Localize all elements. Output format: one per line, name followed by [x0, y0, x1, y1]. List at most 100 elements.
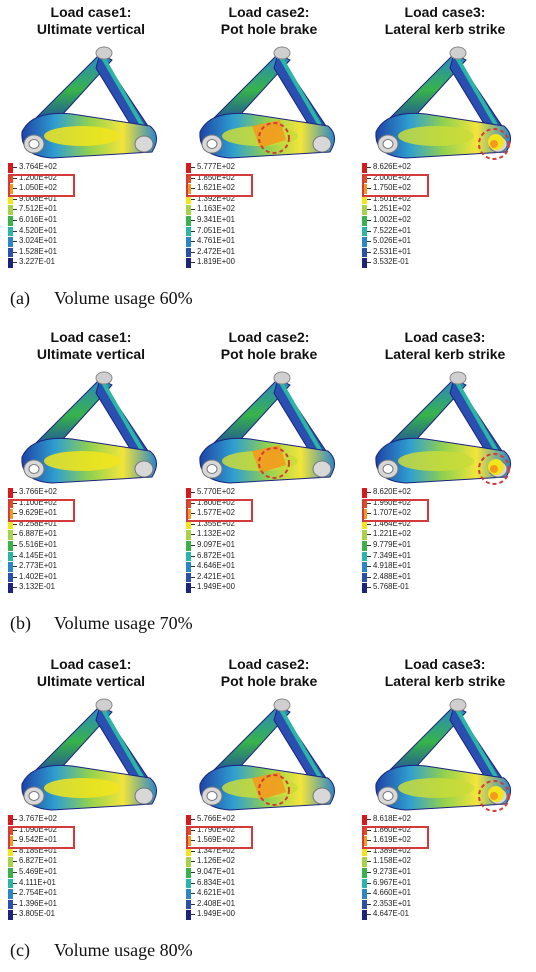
- legend-swatch: [362, 899, 367, 910]
- legend-value: 1.750E+02: [373, 183, 411, 193]
- load-case-name: Load case2:: [228, 4, 310, 20]
- legend-value: 4.621E+01: [197, 888, 235, 898]
- legend-tick: [191, 903, 195, 905]
- legend-value: 6.872E+01: [197, 550, 235, 560]
- load-case-description: Ultimate vertical: [36, 673, 146, 689]
- legend-swatch: [186, 226, 191, 237]
- legend-tick: [13, 861, 17, 863]
- legend-value: 9.008E+01: [19, 193, 57, 203]
- stress-legend: 8.626E+02 2.000E+02 1.750E+02 1.501E+02 1.25…: [362, 162, 482, 268]
- legend-value: 1.949E+00: [197, 582, 235, 592]
- legend-tick: [13, 198, 17, 200]
- legend-entry: 5.768E-01: [362, 582, 482, 593]
- load-case-description: Lateral kerb strike: [384, 673, 506, 689]
- caption-label: (a): [10, 288, 30, 308]
- legend-entry: 4.660E+01: [362, 888, 482, 899]
- legend-swatch: [362, 509, 367, 519]
- legend-entry: 9.008E+01: [8, 194, 128, 205]
- legend-swatch: [186, 173, 191, 184]
- legend-entry: 4.145E+01: [8, 551, 128, 562]
- legend-entry: 9.273E+01: [362, 867, 482, 878]
- legend-swatch: [186, 194, 191, 205]
- load-case-panel: Load case2: Pot hole brake 5.777E+02 1.850E…: [180, 4, 358, 284]
- hotspot-core: [490, 140, 498, 148]
- legend-entry: 5.777E+02: [186, 162, 306, 173]
- load-case-name: Load case1:: [50, 329, 132, 345]
- legend-entry: 4.646E+01: [186, 561, 306, 572]
- stress-contour-plot: [375, 698, 511, 812]
- top-pivot: [273, 698, 291, 712]
- stress-legend: 3.767E+02 1.090E+02 9.542E+01 8.185E+01 6.82…: [8, 814, 128, 920]
- legend-value: 2.754E+01: [19, 888, 57, 898]
- legend-value: 6.016E+01: [19, 214, 57, 224]
- stress-contour-plot: [199, 371, 335, 484]
- legend-value: 2.421E+01: [197, 571, 235, 581]
- legend-swatch: [186, 910, 191, 920]
- legend-swatch: [362, 226, 367, 237]
- legend-value: 1.464E+02: [373, 518, 411, 528]
- legend-tick: [367, 914, 371, 916]
- stress-legend: 8.620E+02 1.950E+02 1.707E+02 1.464E+02 1.22…: [362, 487, 482, 593]
- legend-swatch: [8, 226, 13, 237]
- legend-entry: 1.221E+02: [362, 529, 482, 540]
- load-case-name: Load case1:: [50, 4, 132, 20]
- right-pivot: [134, 460, 154, 478]
- legend-value: 2.000E+02: [373, 172, 411, 182]
- legend-tick: [13, 840, 17, 842]
- legend-entry: 6.834E+01: [186, 878, 306, 889]
- legend-swatch: [362, 846, 367, 857]
- legend-tick: [367, 177, 371, 179]
- highlight-box: [8, 498, 75, 522]
- load-case-panel: Load case3: Lateral kerb strike 8.620E+02 1…: [356, 329, 534, 609]
- body-highlight: [44, 126, 120, 146]
- legend-tick: [191, 544, 195, 546]
- legend-tick: [367, 576, 371, 578]
- hotspot-core: [490, 465, 498, 473]
- body-highlight: [44, 451, 120, 471]
- legend-swatch: [186, 215, 191, 226]
- legend-swatch: [8, 258, 13, 268]
- hotspot-core: [490, 792, 498, 800]
- legend-entry: 2.353E+01: [362, 899, 482, 910]
- right-pivot: [312, 460, 332, 478]
- legend-entry: 5.469E+01: [8, 867, 128, 878]
- legend-swatch: [8, 846, 13, 857]
- hotspot: [252, 120, 286, 148]
- top-pivot: [273, 371, 291, 385]
- legend-value: 7.349E+01: [373, 550, 411, 560]
- legend-entry: 9.542E+01: [8, 835, 128, 846]
- stress-contour-plot: [199, 46, 335, 159]
- stress-contour-plot: [375, 371, 511, 485]
- legend-tick: [367, 241, 371, 243]
- legend-tick: [191, 882, 195, 884]
- legend-tick: [191, 914, 195, 916]
- legend-tick: [367, 903, 371, 905]
- legend-value: 4.111E+01: [19, 877, 56, 887]
- hotspot-circle: [258, 122, 290, 154]
- legend-entry: 9.097E+01: [186, 540, 306, 551]
- load-case-title: Load case1: Ultimate vertical: [2, 329, 180, 363]
- left-pivot-hole: [206, 139, 218, 149]
- legend-swatch: [362, 173, 367, 184]
- legend-tick: [367, 502, 371, 504]
- legend-tick: [191, 566, 195, 568]
- legend-tick: [367, 861, 371, 863]
- top-pivot: [95, 371, 113, 385]
- legend-value: 9.047E+01: [197, 866, 235, 876]
- legend-entry: 4.918E+01: [362, 561, 482, 572]
- legend-swatch: [8, 540, 13, 551]
- top-pivot: [95, 46, 113, 60]
- load-case-title: Load case1: Ultimate vertical: [2, 4, 180, 38]
- legend-tick: [191, 209, 195, 211]
- caption-text: Volume usage 80%: [54, 940, 193, 960]
- legend-entry: 8.618E+02: [362, 814, 482, 825]
- legend-swatch: [362, 205, 367, 215]
- legend-value: 1.528E+01: [19, 246, 57, 256]
- legend-entry: 6.967E+01: [362, 878, 482, 889]
- legend-swatch: [8, 867, 13, 878]
- legend-value: 1.200E+02: [19, 172, 57, 182]
- legend-tick: [13, 871, 17, 873]
- legend-value: 9.273E+01: [373, 866, 411, 876]
- legend-entry: 1.355E+02: [186, 519, 306, 530]
- legend-value: 1.577E+02: [197, 508, 235, 518]
